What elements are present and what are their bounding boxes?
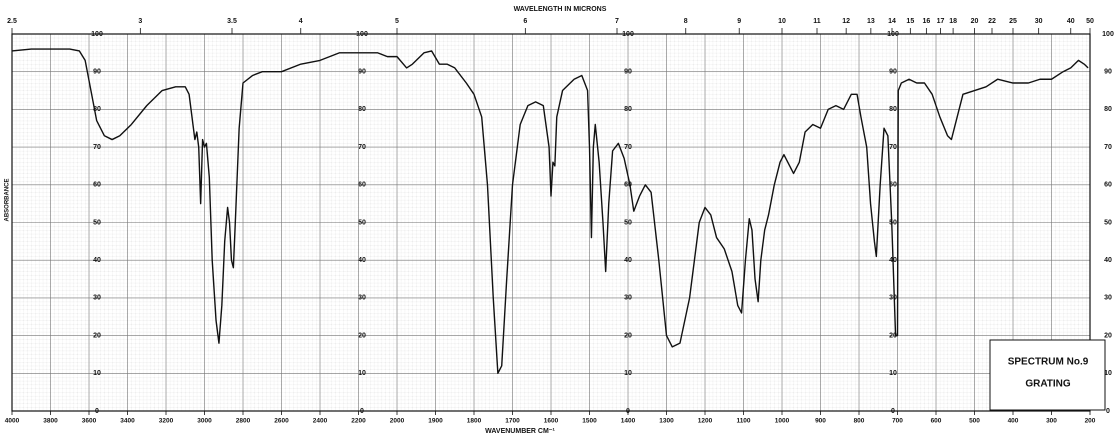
x-tick-label: 3600 [82, 418, 97, 425]
x2-tick-label: 3 [138, 18, 142, 25]
x2-tick-label: 12 [842, 18, 850, 25]
y-tick-label: 50 [93, 219, 101, 226]
x2-tick-label: 11 [813, 18, 821, 25]
x-tick-label: 300 [1046, 418, 1057, 425]
y-tick-label: 40 [358, 257, 366, 264]
x2-tick-label: 25 [1009, 18, 1017, 25]
x2-tick-label: 17 [937, 18, 945, 25]
x-tick-label: 3400 [120, 418, 135, 425]
x-tick-label: 1200 [698, 418, 713, 425]
x2-tick-label: 20 [971, 18, 979, 25]
y-tick-label: 60 [889, 182, 897, 189]
x2-tick-label: 40 [1067, 18, 1075, 25]
x-tick-label: 2200 [351, 418, 366, 425]
x2-tick-label: 16 [922, 18, 930, 25]
x-tick-label: 1000 [775, 418, 790, 425]
x-tick-label: 700 [892, 418, 903, 425]
y-tick-label: 100 [1102, 31, 1114, 38]
x-tick-label: 1900 [428, 418, 443, 425]
y-tick-label: 70 [1104, 144, 1112, 151]
y-tick-label: 10 [93, 370, 101, 377]
x-tick-label: 2800 [236, 418, 251, 425]
y-tick-label: 50 [1104, 219, 1112, 226]
x2-tick-label: 5 [395, 18, 399, 25]
y-tick-label: 50 [889, 219, 897, 226]
y-tick-label: 70 [93, 144, 101, 151]
x-tick-label: 2000 [390, 418, 405, 425]
y-tick-label: 80 [889, 106, 897, 113]
x-tick-label: 3800 [43, 418, 58, 425]
x2-tick-label: 22 [988, 18, 996, 25]
y-tick-label: 70 [358, 144, 366, 151]
y-tick-label: 20 [1104, 332, 1112, 339]
x-axis-label: WAVENUMBER CM⁻¹ [485, 428, 555, 435]
y-tick-label: 0 [1106, 408, 1110, 415]
spectrum-line [11, 48, 1089, 374]
y-tick-label: 40 [93, 257, 101, 264]
y-tick-label: 60 [358, 182, 366, 189]
x2-tick-label: 15 [906, 18, 914, 25]
x-tick-label: 1100 [736, 418, 750, 425]
x-tick-label: 2400 [313, 418, 328, 425]
y-tick-label: 30 [889, 295, 897, 302]
legend-box [989, 339, 1106, 411]
x-tick-label: 900 [815, 418, 826, 425]
x2-tick-label: 3.5 [227, 18, 237, 25]
x2-tick-label: 8 [684, 18, 688, 25]
y-tick-label: 80 [93, 106, 101, 113]
y-tick-label: 70 [889, 144, 897, 151]
y-tick-label: 90 [889, 69, 897, 76]
x-tick-label: 3000 [197, 418, 212, 425]
annotation: SPECTRUM No.9 [1008, 357, 1089, 368]
x-tick-label: 800 [854, 418, 865, 425]
y-tick-label: 10 [358, 370, 366, 377]
y-tick-label: 40 [1104, 257, 1112, 264]
x-tick-label: 4000 [5, 418, 20, 425]
y-axis-label: ABSORBANCE [5, 178, 11, 221]
x2-tick-label: 10 [778, 18, 786, 25]
x2-tick-label: 13 [867, 18, 875, 25]
y-tick-label: 90 [1104, 69, 1112, 76]
y-tick-label: 20 [358, 332, 366, 339]
x-tick-label: 1600 [544, 418, 559, 425]
chart-title: WAVELENGTH IN MICRONS [514, 6, 607, 13]
x2-tick-label: 50 [1086, 18, 1094, 25]
x-tick-label: 1800 [467, 418, 482, 425]
y-tick-label: 20 [889, 332, 897, 339]
x2-tick-label: 6 [523, 18, 527, 25]
x2-tick-label: 7 [615, 18, 619, 25]
y-tick-label: 50 [358, 219, 366, 226]
y-tick-label: 80 [1104, 106, 1112, 113]
x-tick-label: 2600 [274, 418, 289, 425]
x-tick-label: 1700 [505, 418, 520, 425]
x2-tick-label: 4 [299, 18, 303, 25]
y-tick-label: 80 [358, 106, 366, 113]
y-tick-label: 30 [1104, 295, 1112, 302]
y-tick-label: 10 [1104, 370, 1112, 377]
y-tick-label: 30 [358, 295, 366, 302]
x-tick-label: 1300 [659, 418, 674, 425]
y-tick-label: 90 [358, 69, 366, 76]
x2-tick-label: 18 [949, 18, 957, 25]
y-tick-label: 90 [93, 69, 101, 76]
x2-tick-label: 9 [737, 18, 741, 25]
x-tick-label: 600 [931, 418, 942, 425]
x2-tick-label: 30 [1035, 18, 1043, 25]
x-tick-label: 1500 [582, 418, 597, 425]
x2-tick-label: 14 [888, 18, 896, 25]
y-tick-label: 10 [889, 370, 897, 377]
x-tick-label: 3200 [159, 418, 174, 425]
x2-tick-label: 2.5 [7, 18, 17, 25]
y-tick-label: 60 [93, 182, 101, 189]
x-tick-label: 500 [969, 418, 980, 425]
x-tick-label: 1400 [621, 418, 636, 425]
annotation: GRATING [1025, 379, 1071, 390]
y-tick-label: 30 [93, 295, 101, 302]
x-tick-label: 200 [1085, 418, 1096, 425]
y-tick-label: 60 [1104, 182, 1112, 189]
y-tick-label: 20 [93, 332, 101, 339]
x-tick-label: 400 [1008, 418, 1019, 425]
